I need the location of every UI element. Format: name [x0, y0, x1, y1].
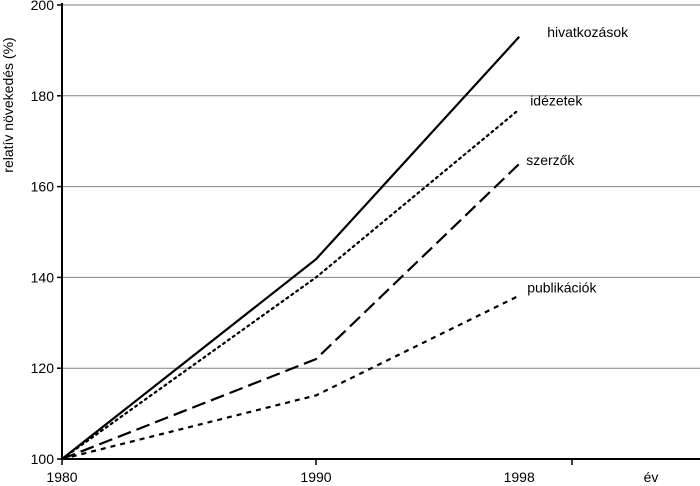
series-line-1 — [60, 108, 521, 461]
y-tick-label-160: 160 — [31, 179, 55, 195]
axes — [61, 3, 700, 460]
tick-labels: 100 120 140 160 180 200 1980 1990 1998 — [31, 0, 535, 485]
x-axis-title: év — [644, 469, 659, 485]
y-tick-label-180: 180 — [31, 88, 55, 104]
series-labels: hivatkozások idézetek szerzők publikációk — [526, 24, 629, 296]
series-line-0 — [61, 36, 521, 460]
x-tick-label-1990: 1990 — [300, 469, 331, 485]
y-axis-title: relatív növekedés (%) — [0, 37, 16, 172]
series-line-3 — [61, 294, 520, 461]
series-label-2: szerzők — [526, 152, 575, 168]
series-lines — [60, 36, 521, 461]
series-label-0: hivatkozások — [547, 24, 629, 40]
series-line-2 — [61, 163, 520, 461]
series-label-1: idézetek — [530, 92, 583, 108]
y-tick-label-100: 100 — [31, 451, 55, 467]
x-tick-label-1998: 1998 — [504, 469, 535, 485]
y-tick-label-120: 120 — [31, 360, 55, 376]
y-tick-label-140: 140 — [31, 269, 55, 285]
y-tick-label-200: 200 — [31, 0, 55, 13]
x-tick-label-1980: 1980 — [46, 469, 77, 485]
series-label-3: publikációk — [527, 280, 597, 296]
